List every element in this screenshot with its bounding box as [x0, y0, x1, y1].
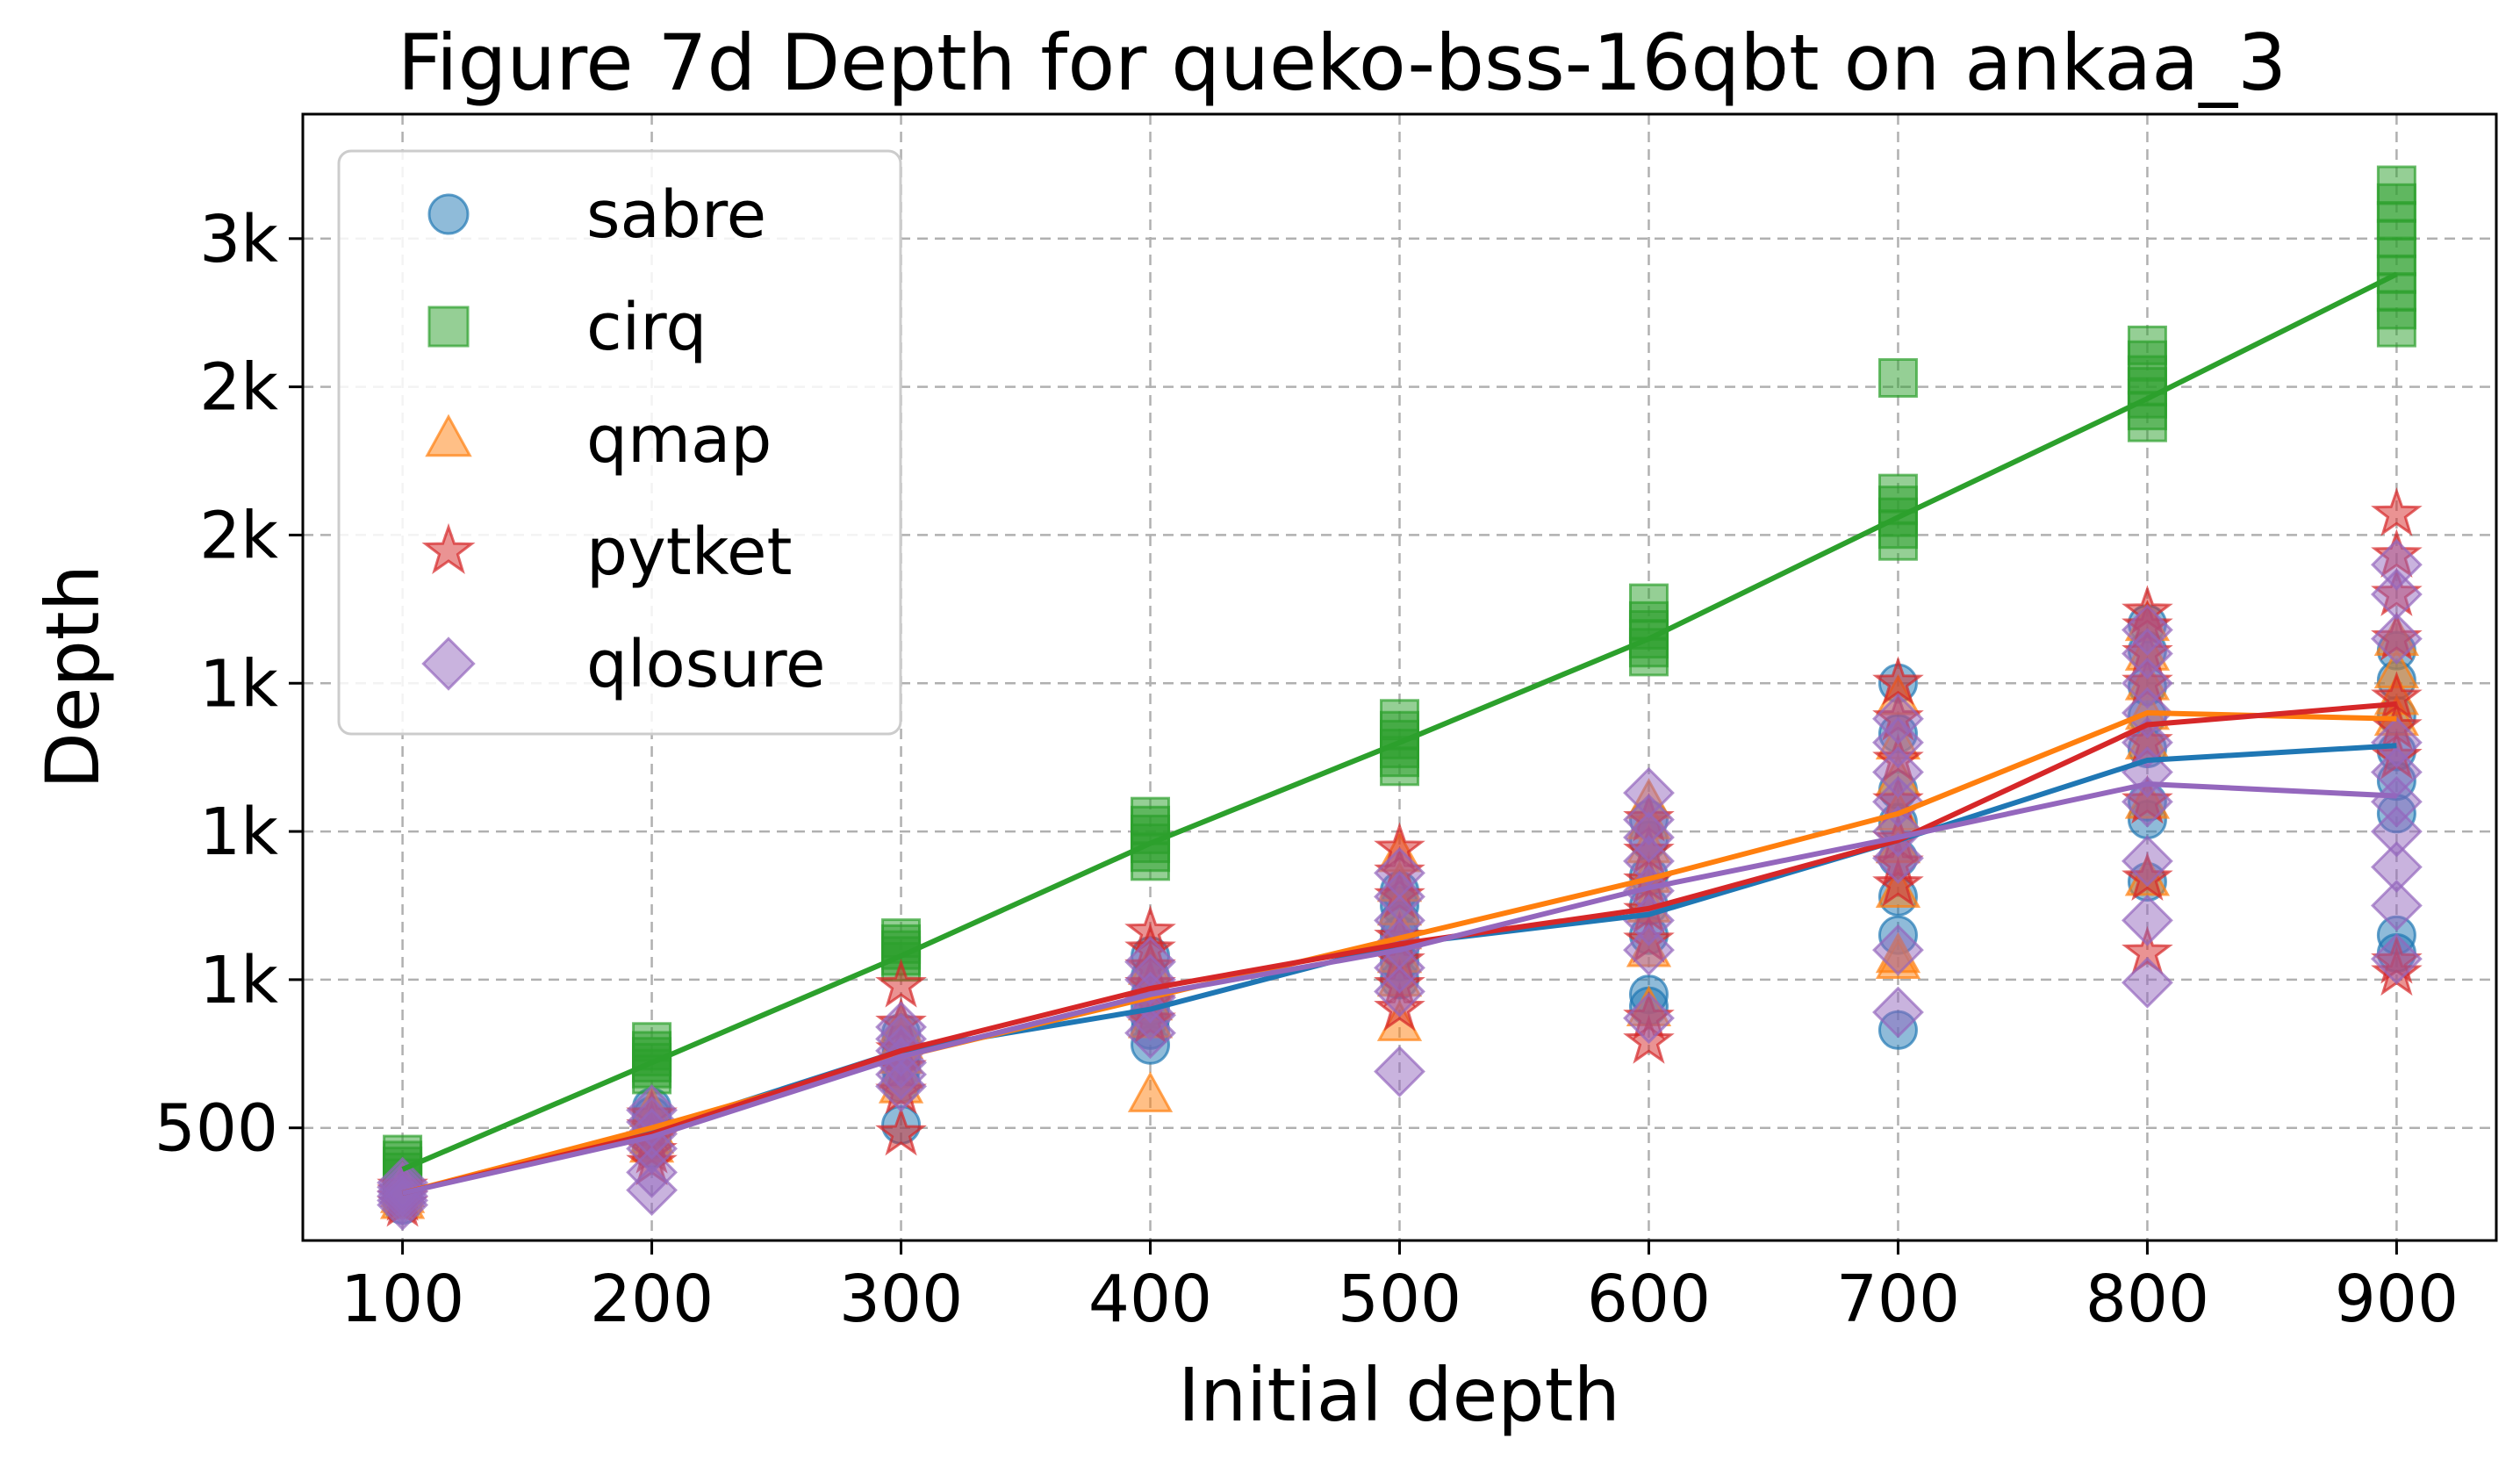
legend-label-qlosure: qlosure	[586, 627, 826, 702]
legend-label-cirq: cirq	[586, 290, 707, 365]
qlosure-point	[1623, 924, 1675, 976]
qlosure-point	[1374, 1046, 1425, 1097]
x-tick-label: 100	[341, 1262, 464, 1337]
y-tick-label: 2k	[199, 498, 278, 573]
y-tick-label: 500	[154, 1091, 278, 1167]
x-tick-label: 700	[1836, 1262, 1960, 1337]
legend-label-sabre: sabre	[586, 177, 766, 253]
qlosure-point	[2370, 932, 2423, 985]
legend-marker-sabre	[427, 193, 470, 235]
qlosure-point	[1623, 992, 1675, 1045]
y-tick-label: 1k	[199, 646, 278, 722]
x-axis-label: Initial depth	[1178, 1352, 1620, 1438]
qlosure-point	[2370, 613, 2423, 665]
series-layer	[377, 165, 2423, 1231]
qmap-point	[1127, 1071, 1174, 1112]
legend-marker-qlosure	[421, 636, 476, 691]
qlosure-point	[2370, 538, 2423, 591]
legend-marker-qmap	[425, 413, 472, 457]
cirq-point	[2127, 325, 2167, 365]
qlosure-point	[2122, 604, 2173, 656]
cirq-point	[632, 1022, 672, 1062]
y-tick-label: 3k	[199, 202, 278, 277]
qlosure-point	[2122, 956, 2173, 1009]
chart-title: Figure 7d Depth for queko-bss-16qbt on a…	[398, 18, 2287, 108]
qlosure-point	[2122, 835, 2173, 888]
legend-label-qmap: qmap	[586, 402, 772, 478]
pytket-point	[1872, 656, 1924, 706]
pytket-point	[875, 1106, 927, 1156]
cirq-point	[1877, 357, 1918, 398]
cirq-point	[2376, 165, 2416, 205]
legend-marker-pytket	[421, 522, 476, 574]
qlosure-point	[1872, 775, 1924, 828]
y-tick-label: 1k	[199, 943, 278, 1018]
qlosure-point	[1872, 693, 1924, 745]
qlosure-point	[2370, 746, 2423, 798]
qlosure-point	[2370, 880, 2423, 931]
pytket-point	[875, 958, 927, 1008]
qlosure-point	[1872, 986, 1924, 1039]
series-cirq-points	[383, 165, 2416, 1198]
qlosure-point	[2370, 805, 2423, 858]
qlosure-point	[377, 1156, 429, 1209]
x-tick-label: 500	[1338, 1262, 1461, 1337]
qlosure-point	[1623, 794, 1675, 845]
pytket-point	[2371, 671, 2423, 721]
axis-ticks: 100 200 300 400 500 600 700 800 900 500 1k 1k 1k 2k 2k…	[154, 202, 2459, 1337]
cirq-point	[1628, 583, 1669, 623]
x-tick-label: 900	[2335, 1262, 2459, 1337]
legend-box	[337, 149, 902, 736]
legend-marker-cirq	[427, 306, 470, 348]
pytket-point	[2371, 486, 2423, 536]
cirq-mean-line	[401, 271, 2398, 1172]
qlosure-point	[2370, 568, 2423, 621]
x-tick-label: 400	[1088, 1262, 1212, 1337]
qlosure-point	[1623, 766, 1675, 819]
x-tick-label: 600	[1587, 1262, 1711, 1337]
y-axis-label: Depth	[30, 565, 116, 789]
qlosure-point	[1872, 746, 1924, 798]
cirq-point	[1131, 796, 1171, 837]
qlosure-point	[2122, 657, 2173, 709]
cirq-point	[1380, 699, 1419, 739]
qlosure-point	[1872, 924, 1924, 976]
qlosure-point	[2370, 841, 2423, 894]
x-tick-label: 200	[590, 1262, 714, 1337]
qlosure-point	[2122, 775, 2173, 828]
qlosure-point	[1374, 846, 1425, 899]
legend-label-pytket: pytket	[586, 514, 793, 590]
x-tick-label: 300	[839, 1262, 963, 1337]
legend: sabre cirq qmap pytket qlosure	[337, 149, 902, 736]
qlosure-point	[1124, 936, 1176, 989]
qlosure-mean-line	[401, 781, 2397, 1196]
x-tick-label: 800	[2086, 1262, 2209, 1337]
pytket-mean-line	[401, 701, 2397, 1196]
y-tick-label: 1k	[199, 795, 278, 870]
cirq-point	[1877, 473, 1918, 514]
qlosure-point	[2370, 716, 2423, 769]
y-tick-label: 2k	[199, 350, 278, 426]
qlosure-point	[2122, 894, 2173, 946]
